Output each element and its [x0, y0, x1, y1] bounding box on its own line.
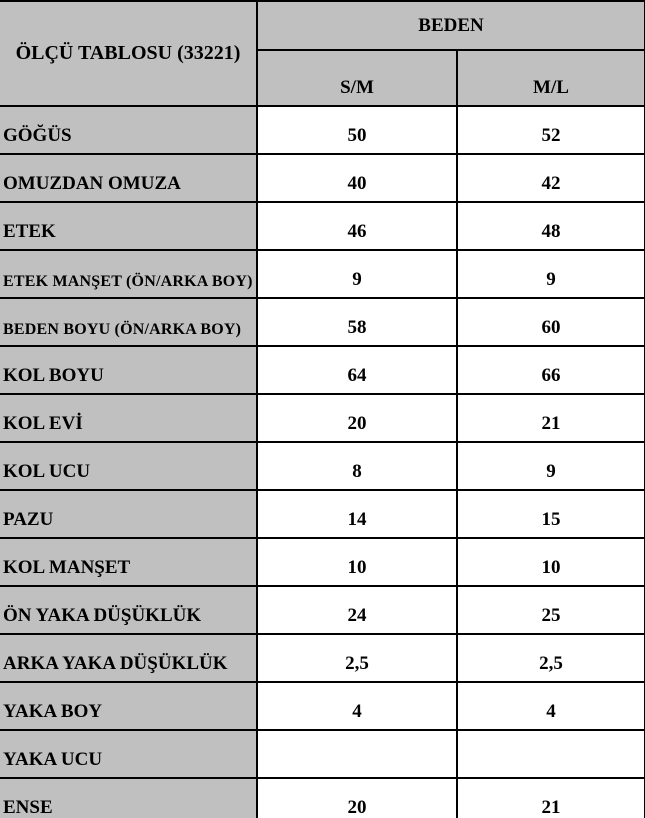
measurement-label: KOL UCU [0, 441, 258, 491]
value-sm: 2,5 [256, 633, 458, 683]
value-ml: 42 [456, 153, 645, 203]
value-sm: 10 [256, 537, 458, 587]
value-ml: 9 [456, 249, 645, 299]
measurement-label: ETEK MANŞET (ÖN/ARKA BOY) [0, 249, 258, 299]
value-ml: 21 [456, 777, 645, 818]
value-ml [456, 729, 645, 779]
value-sm: 46 [256, 201, 458, 251]
table-row: OMUZDAN OMUZA 40 42 [0, 153, 645, 203]
value-ml: 21 [456, 393, 645, 443]
value-ml: 15 [456, 489, 645, 539]
measurement-label: ETEK [0, 201, 258, 251]
table-row: KOL BOYU 64 66 [0, 345, 645, 395]
value-sm: 9 [256, 249, 458, 299]
value-sm: 64 [256, 345, 458, 395]
measurement-label: OMUZDAN OMUZA [0, 153, 258, 203]
measurement-label: KOL MANŞET [0, 537, 258, 587]
measurement-label: KOL EVİ [0, 393, 258, 443]
value-ml: 4 [456, 681, 645, 731]
table-row: PAZU 14 15 [0, 489, 645, 539]
header-row-sizes: S/M M/L [0, 49, 645, 107]
table-row: ETEK 46 48 [0, 201, 645, 251]
table-row: GÖĞÜS 50 52 [0, 105, 645, 155]
group-header-beden: BEDEN [256, 0, 645, 51]
value-ml: 25 [456, 585, 645, 635]
value-sm: 58 [256, 297, 458, 347]
measurement-label: ENSE [0, 777, 258, 818]
table-row: ENSE 20 21 [0, 777, 645, 818]
value-ml: 10 [456, 537, 645, 587]
measurement-label: YAKA UCU [0, 729, 258, 779]
table-row: ÖN YAKA DÜŞÜKLÜK 24 25 [0, 585, 645, 635]
column-header-sm: S/M [257, 49, 458, 107]
value-ml: 60 [456, 297, 645, 347]
table-row: BEDEN BOYU (ÖN/ARKA BOY) 58 60 [0, 297, 645, 347]
table-row: KOL EVİ 20 21 [0, 393, 645, 443]
column-header-ml: M/L [456, 49, 645, 107]
value-sm: 8 [256, 441, 458, 491]
value-sm: 24 [256, 585, 458, 635]
value-sm: 40 [256, 153, 458, 203]
table-row: ARKA YAKA DÜŞÜKLÜK 2,5 2,5 [0, 633, 645, 683]
measurement-label: KOL BOYU [0, 345, 258, 395]
table-row: YAKA UCU [0, 729, 645, 779]
measurement-label: GÖĞÜS [0, 105, 258, 155]
table-title: ÖLÇÜ TABLOSU (33221) [0, 0, 258, 107]
measurement-label: ÖN YAKA DÜŞÜKLÜK [0, 585, 258, 635]
table-row: KOL MANŞET 10 10 [0, 537, 645, 587]
table-row: ETEK MANŞET (ÖN/ARKA BOY) 9 9 [0, 249, 645, 299]
value-ml: 66 [456, 345, 645, 395]
header-row-group: ÖLÇÜ TABLOSU (33221) BEDEN [0, 0, 645, 107]
value-ml: 52 [456, 105, 645, 155]
value-sm [256, 729, 458, 779]
value-ml: 48 [456, 201, 645, 251]
measurement-label: YAKA BOY [0, 681, 258, 731]
value-sm: 4 [256, 681, 458, 731]
table-row: YAKA BOY 4 4 [0, 681, 645, 731]
table-row: KOL UCU 8 9 [0, 441, 645, 491]
value-sm: 20 [256, 393, 458, 443]
value-ml: 2,5 [456, 633, 645, 683]
measurement-label: PAZU [0, 489, 258, 539]
value-sm: 14 [256, 489, 458, 539]
value-sm: 20 [256, 777, 458, 818]
measurement-label: BEDEN BOYU (ÖN/ARKA BOY) [0, 297, 258, 347]
value-ml: 9 [456, 441, 645, 491]
value-sm: 50 [256, 105, 458, 155]
measurement-label: ARKA YAKA DÜŞÜKLÜK [0, 633, 258, 683]
